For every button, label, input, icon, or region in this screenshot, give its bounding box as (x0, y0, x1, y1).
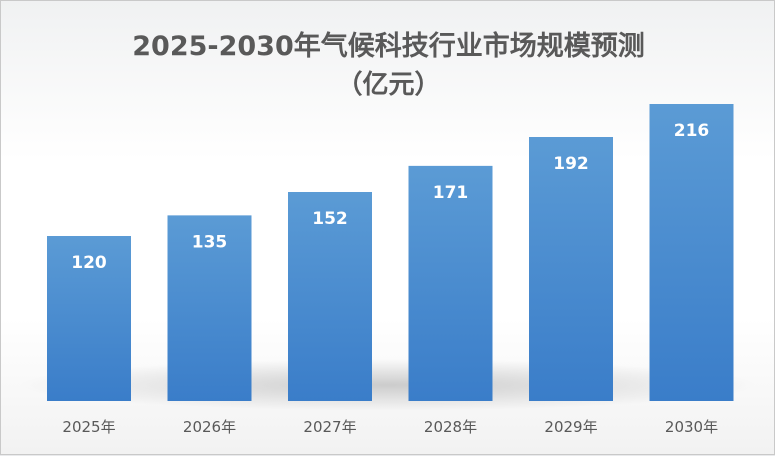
bar-value-label-3: 171 (433, 183, 469, 203)
bar-0 (47, 236, 131, 401)
bar-4 (529, 137, 613, 401)
bar-value-label-1: 135 (192, 232, 228, 252)
bars-group (47, 104, 734, 401)
x-tick-label-4: 2029年 (544, 418, 597, 436)
chart-title: 2025-2030年气候科技行业市场规模预测 (132, 31, 645, 62)
bar-2 (288, 192, 372, 401)
bar-value-label-4: 192 (553, 154, 589, 174)
bar-5 (649, 104, 734, 401)
x-tick-label-3: 2028年 (424, 418, 477, 436)
bar-1 (167, 215, 252, 401)
chart-subtitle: （亿元） (336, 70, 441, 100)
bar-labels-group: 120 135 152 171 192 216 (71, 121, 709, 273)
x-tick-label-0: 2025年 (62, 418, 115, 436)
x-axis-tick-labels: 2025年 2026年 2027年 2028年 2029年 2030年 (62, 418, 718, 436)
bar-value-label-2: 152 (312, 209, 348, 229)
bar-value-label-5: 216 (674, 121, 710, 141)
bar-3 (408, 165, 493, 401)
x-tick-label-1: 2026年 (183, 418, 236, 436)
bar-value-label-0: 120 (71, 253, 107, 273)
x-tick-label-2: 2027年 (303, 418, 356, 436)
x-tick-label-5: 2030年 (665, 418, 718, 436)
